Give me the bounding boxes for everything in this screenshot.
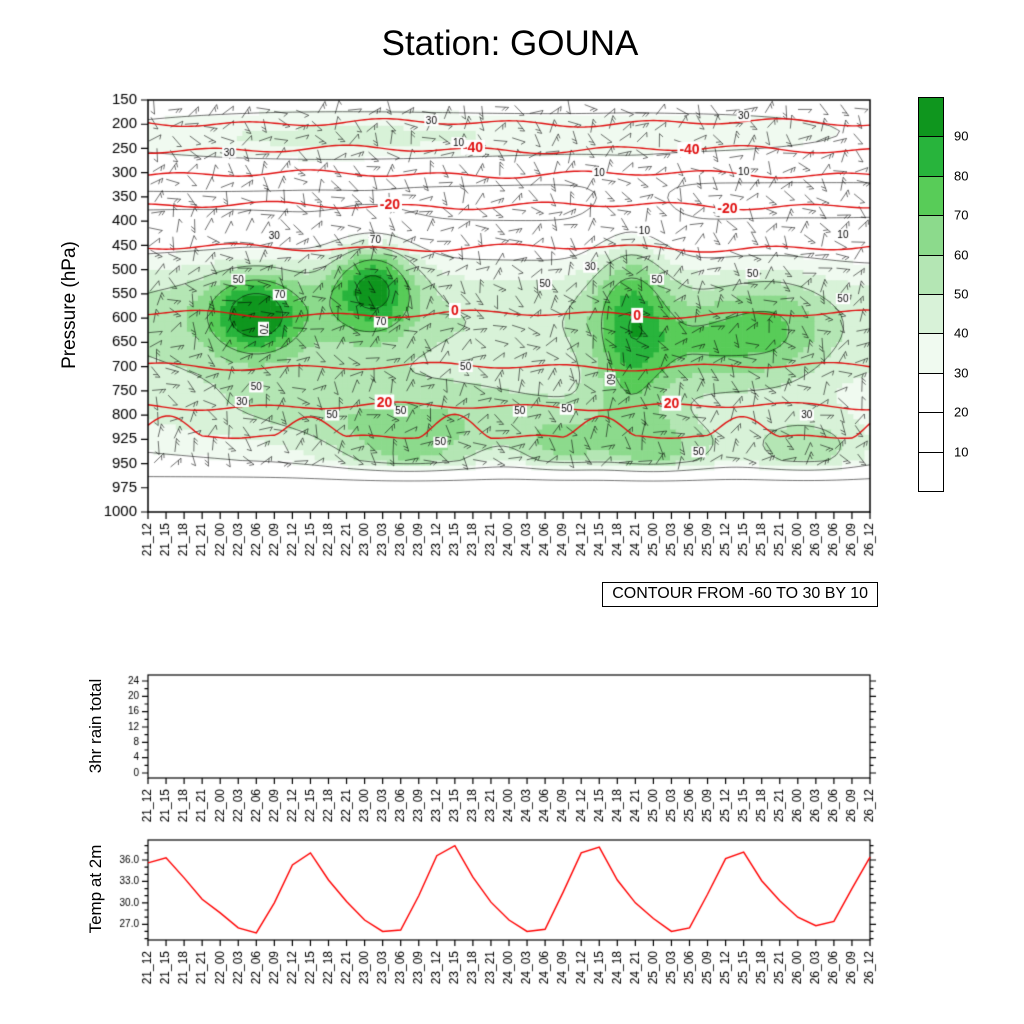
temp-axis-title: Temp at 2m [86, 844, 105, 934]
colorbar-label: 50 [954, 286, 969, 302]
contour-range-caption: CONTOUR FROM -60 TO 30 BY 10 [602, 582, 878, 607]
colorbar-swatch [918, 293, 944, 335]
colorbar-label: 70 [954, 207, 969, 223]
colorbar-swatch [918, 215, 944, 256]
colorbar-swatch [918, 254, 944, 295]
colorbar-label: 10 [954, 444, 969, 460]
colorbar: 90 80 70 60 50 40 30 20 10 [918, 97, 1008, 507]
page-title: Station: GOUNA [381, 24, 639, 63]
colorbar-label: 90 [954, 128, 969, 144]
colorbar-label: 80 [954, 168, 969, 184]
colorbar-swatch [918, 97, 944, 138]
colorbar-label: 30 [954, 365, 969, 381]
colorbar-swatch [918, 412, 944, 453]
colorbar-swatch [918, 333, 944, 374]
colorbar-swatch [918, 136, 944, 177]
colorbar-label: 20 [954, 404, 969, 420]
pressure-axis-title: Pressure (hPa) [59, 241, 80, 369]
colorbar-label: 40 [954, 325, 969, 341]
colorbar-swatch [918, 372, 944, 414]
colorbar-swatch [918, 175, 944, 217]
colorbar-label: 60 [954, 247, 969, 263]
colorbar-swatch [918, 451, 944, 492]
